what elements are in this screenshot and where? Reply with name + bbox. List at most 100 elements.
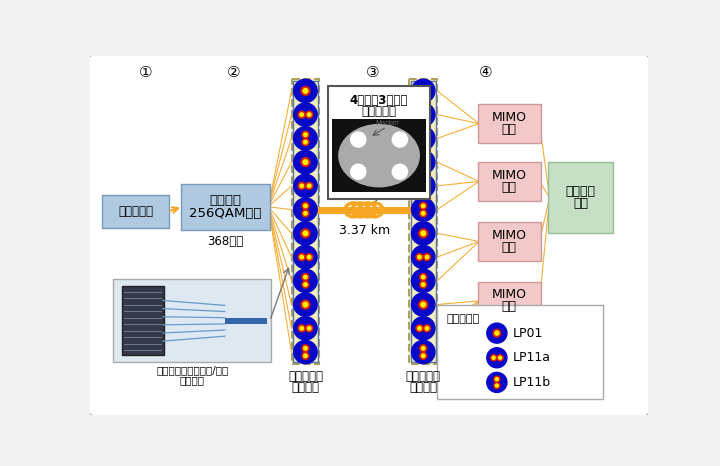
Text: 4コア・3モード: 4コア・3モード [350, 95, 408, 108]
Circle shape [306, 182, 312, 189]
Circle shape [420, 281, 427, 288]
Circle shape [416, 325, 423, 332]
Circle shape [421, 283, 425, 286]
Circle shape [412, 127, 435, 150]
Circle shape [421, 89, 426, 93]
Text: 処理: 処理 [502, 181, 517, 194]
Text: ②: ② [227, 65, 240, 80]
Circle shape [302, 202, 309, 209]
Circle shape [426, 113, 428, 116]
Text: コアモード: コアモード [406, 370, 441, 383]
Circle shape [421, 133, 425, 137]
Text: LP11a: LP11a [513, 351, 550, 364]
Circle shape [300, 184, 303, 188]
FancyBboxPatch shape [409, 79, 437, 364]
Circle shape [302, 210, 309, 217]
Circle shape [306, 111, 312, 118]
Circle shape [306, 325, 312, 332]
Circle shape [302, 281, 309, 288]
Circle shape [294, 151, 318, 174]
Circle shape [304, 283, 307, 286]
Circle shape [412, 317, 435, 340]
Text: 測定: 測定 [573, 197, 588, 210]
Circle shape [498, 356, 502, 359]
Circle shape [294, 198, 318, 221]
Ellipse shape [339, 124, 419, 187]
FancyBboxPatch shape [181, 184, 270, 230]
Circle shape [421, 140, 425, 144]
Circle shape [426, 255, 428, 259]
Circle shape [419, 229, 428, 238]
Circle shape [294, 246, 318, 269]
Circle shape [294, 317, 318, 340]
FancyBboxPatch shape [477, 281, 541, 320]
Circle shape [423, 254, 431, 260]
Circle shape [304, 140, 307, 144]
Circle shape [426, 327, 428, 330]
Circle shape [304, 204, 307, 208]
Circle shape [412, 222, 435, 245]
Circle shape [294, 293, 318, 316]
Circle shape [392, 164, 408, 179]
FancyBboxPatch shape [292, 79, 320, 364]
Text: 光コム光源: 光コム光源 [118, 205, 153, 218]
Circle shape [494, 383, 500, 389]
Circle shape [421, 354, 425, 357]
Circle shape [412, 198, 435, 221]
Circle shape [418, 255, 421, 259]
Circle shape [351, 164, 366, 179]
Circle shape [418, 327, 421, 330]
Circle shape [294, 79, 318, 103]
Circle shape [495, 331, 499, 335]
Circle shape [301, 87, 310, 96]
Circle shape [412, 151, 435, 174]
Text: MIMO: MIMO [492, 169, 527, 182]
FancyBboxPatch shape [477, 222, 541, 261]
FancyBboxPatch shape [437, 305, 603, 398]
Circle shape [304, 212, 307, 215]
Circle shape [421, 231, 426, 236]
FancyBboxPatch shape [113, 279, 271, 363]
Circle shape [306, 254, 312, 260]
Circle shape [294, 269, 318, 293]
FancyBboxPatch shape [102, 195, 169, 227]
Circle shape [303, 89, 307, 93]
Circle shape [493, 329, 500, 337]
Circle shape [419, 87, 428, 96]
Circle shape [412, 174, 435, 198]
Circle shape [304, 347, 307, 350]
Text: ①: ① [139, 65, 153, 80]
Circle shape [490, 355, 497, 361]
Circle shape [302, 138, 309, 145]
Circle shape [302, 345, 309, 352]
Circle shape [492, 356, 495, 359]
Circle shape [294, 174, 318, 198]
Text: Marker: Marker [375, 120, 400, 126]
Circle shape [304, 133, 307, 137]
Circle shape [420, 202, 427, 209]
Circle shape [412, 340, 435, 363]
FancyBboxPatch shape [122, 286, 163, 356]
Circle shape [298, 325, 305, 332]
Circle shape [419, 300, 428, 309]
Circle shape [412, 269, 435, 293]
Circle shape [421, 347, 425, 350]
Text: ③: ③ [366, 65, 379, 80]
Circle shape [300, 255, 303, 259]
Circle shape [495, 378, 498, 381]
Circle shape [487, 323, 507, 343]
Text: 一括多重: 一括多重 [292, 381, 320, 394]
Text: 伝搬モード: 伝搬モード [446, 314, 480, 324]
Text: 一括分離: 一括分離 [409, 381, 437, 394]
Circle shape [303, 302, 307, 307]
Circle shape [420, 345, 427, 352]
Text: LP11b: LP11b [513, 376, 551, 389]
Circle shape [307, 113, 311, 116]
Circle shape [307, 327, 311, 330]
Circle shape [497, 355, 503, 361]
Circle shape [421, 204, 425, 208]
Circle shape [302, 352, 309, 359]
Text: 処理: 処理 [502, 241, 517, 254]
FancyBboxPatch shape [328, 86, 431, 199]
FancyBboxPatch shape [477, 162, 541, 201]
